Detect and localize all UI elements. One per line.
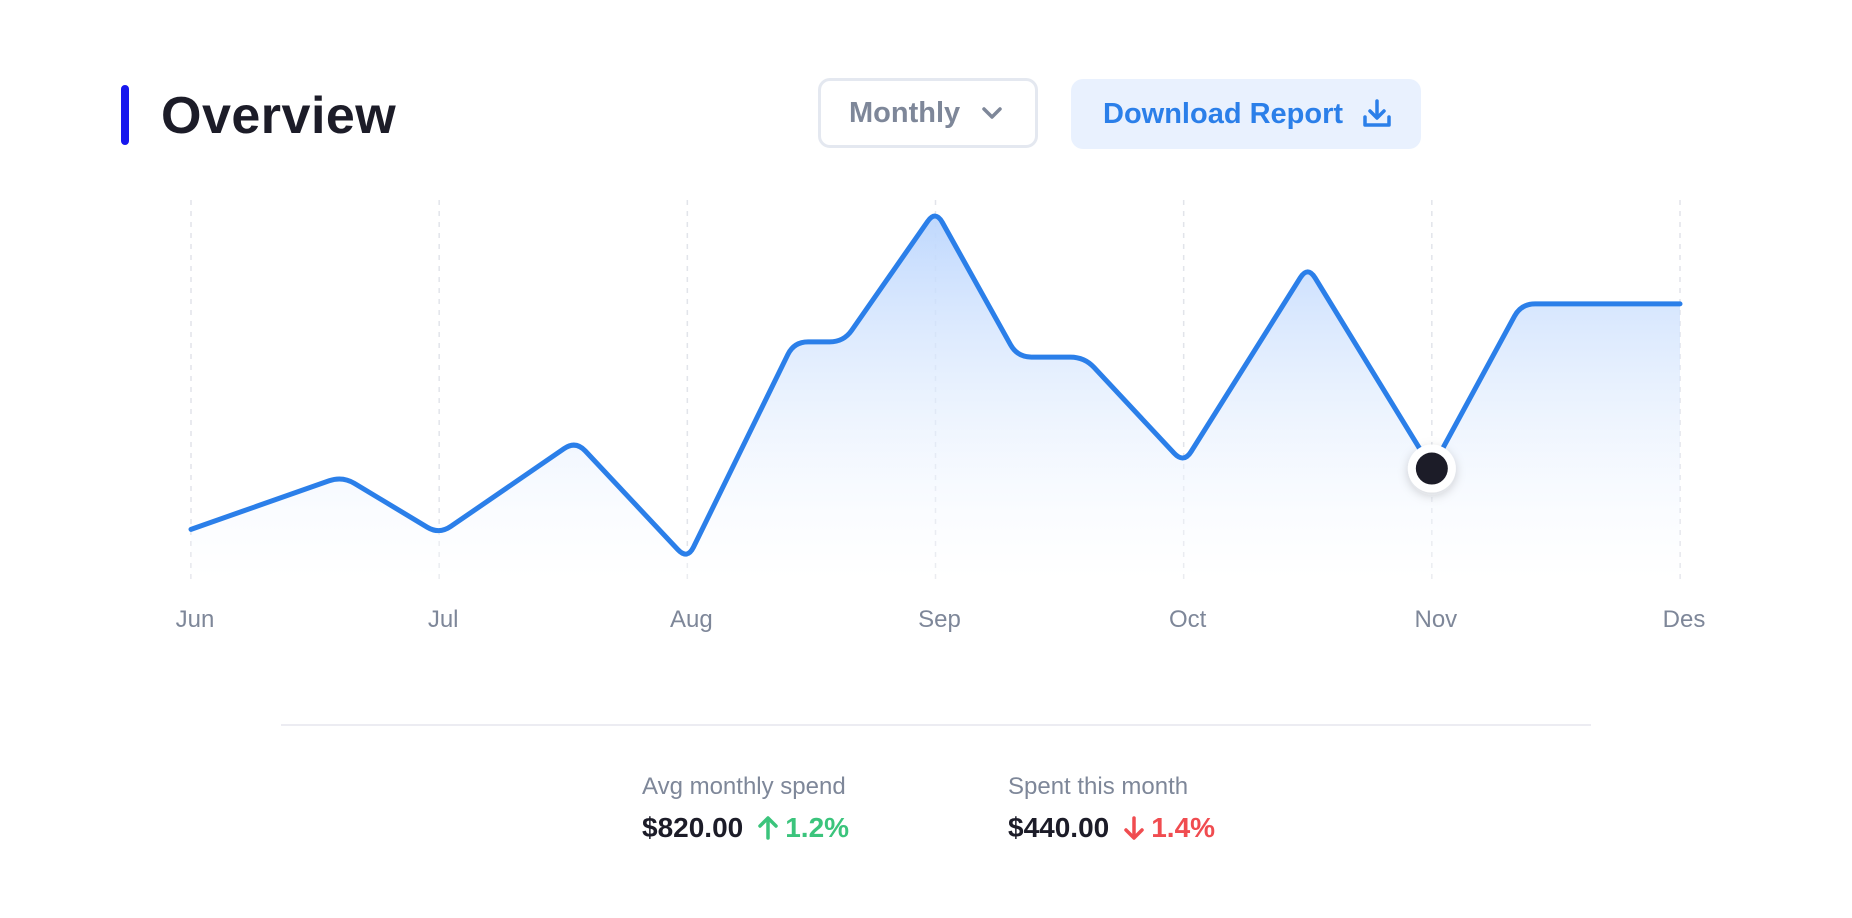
x-tick-label: Jun [176,606,215,633]
x-tick-label: Sep [918,606,961,633]
stat-avg-monthly-spend: Avg monthly spend $820.00 1.2% [642,772,849,844]
stat-value: $440.00 [1008,812,1110,843]
arrow-up-icon [758,816,778,840]
series-line [188,213,1683,557]
x-tick-label: Nov [1414,606,1457,633]
title-accent-bar [121,85,129,145]
download-report-label: Download Report [1103,97,1344,130]
stats-divider [281,724,1591,726]
stat-change: 1.2% [785,812,850,843]
series-area [191,216,1680,580]
download-icon [1363,99,1391,127]
x-tick-label: Aug [670,606,713,633]
arrow-down-icon [1124,816,1144,840]
download-report-button[interactable]: Download Report [1071,79,1421,149]
period-select-value: Monthly [849,96,961,129]
page-title: Overview [161,87,397,145]
header: Overview Monthly Download Report [121,78,1421,154]
stat-label: Spent this month [1008,773,1189,800]
period-select[interactable]: Monthly [818,78,1038,148]
stat-label: Avg monthly spend [642,773,846,800]
stat-row: $820.00 1.2% [642,812,849,844]
stat-row: $440.00 1.4% [1008,812,1215,844]
highlight-point[interactable] [1415,452,1448,485]
spend-chart: Jun Jul Aug Sep Oct Nov Des [176,200,1706,633]
stat-change: 1.4% [1151,812,1216,843]
x-tick-label: Des [1663,606,1706,633]
stat-spent-this-month: Spent this month $440.00 1.4% [1008,772,1215,844]
x-tick-label: Jul [428,606,459,633]
x-tick-label: Oct [1169,606,1207,633]
stat-value: $820.00 [642,812,744,843]
chevron-down-icon [982,107,1002,119]
